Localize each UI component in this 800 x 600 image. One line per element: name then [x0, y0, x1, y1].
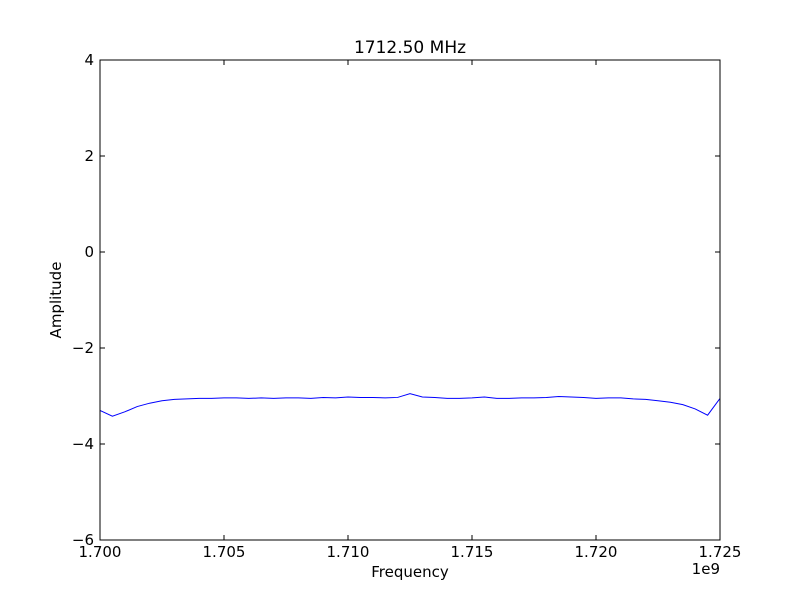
y-tick-label: 2 — [84, 147, 94, 165]
y-axis-label: Amplitude — [47, 262, 65, 339]
x-tick-label: 1.710 — [327, 543, 370, 561]
x-axis-label: Frequency — [371, 563, 449, 581]
plot-area — [100, 60, 720, 540]
x-offset-label: 1e9 — [692, 560, 720, 578]
series-line — [100, 393, 720, 417]
ticks-layer: 1.700 1.705 1.710 1.715 1.720 1.725 −6 −4 −2 0 2 4 — [72, 51, 742, 561]
y-tick-label: 4 — [84, 51, 94, 69]
y-tick-label: −2 — [72, 339, 94, 357]
plot-frame — [99, 59, 721, 541]
series-layer — [100, 393, 720, 417]
x-tick-label: 1.720 — [575, 543, 618, 561]
x-tick-label: 1.715 — [451, 543, 494, 561]
x-tick-label: 1.700 — [79, 543, 122, 561]
y-tick-label: −4 — [72, 435, 94, 453]
chart-title: 1712.50 MHz — [354, 38, 466, 58]
y-tick-label: 0 — [84, 243, 94, 261]
x-tick-label: 1.725 — [699, 543, 742, 561]
y-tick-label: −6 — [72, 531, 94, 549]
x-tick-label: 1.705 — [203, 543, 246, 561]
